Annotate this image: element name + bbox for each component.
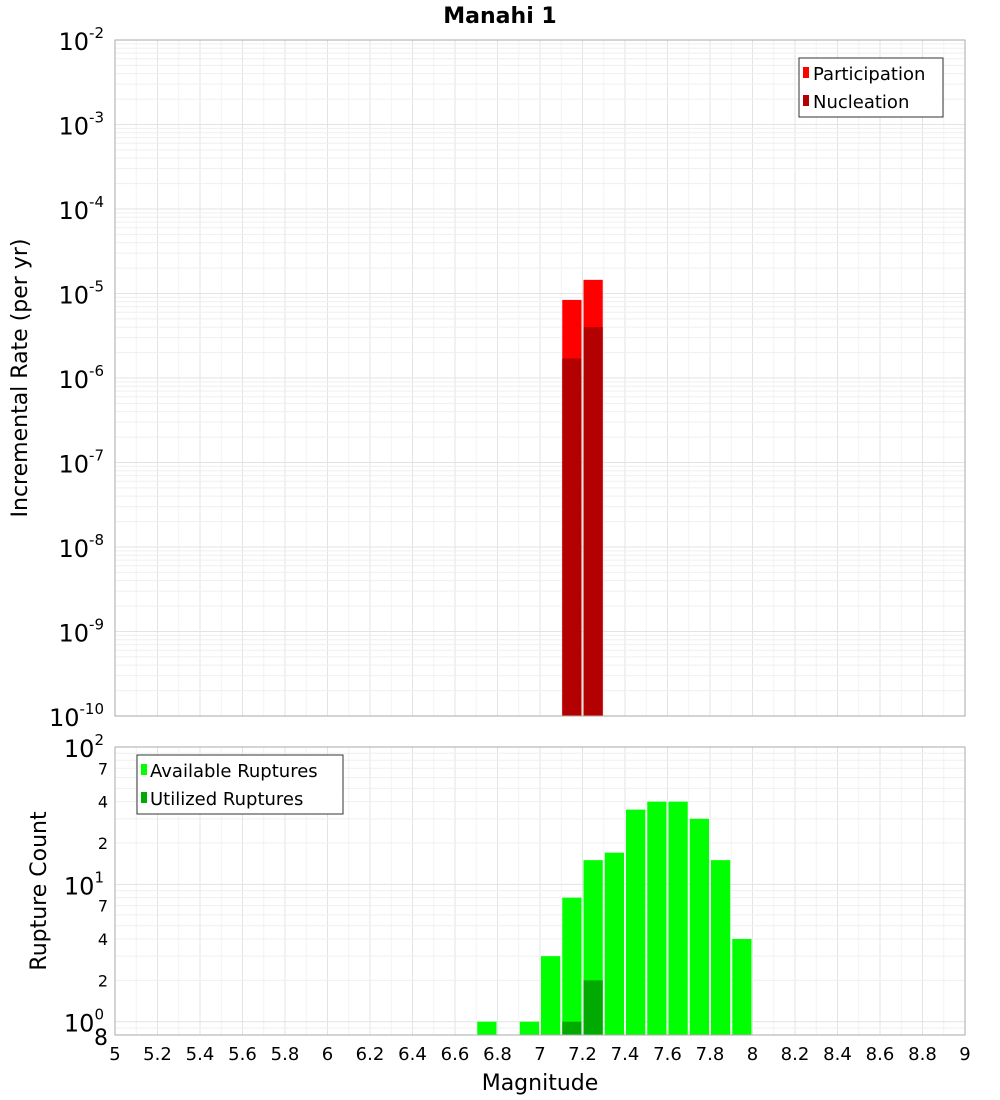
x-tick-label: 8.2 (781, 1044, 810, 1065)
y-tick-label-bottom-minor: 7 (98, 759, 108, 778)
bar-nucleation (583, 327, 603, 716)
y-tick-label-top: 10-5 (58, 278, 104, 310)
y-tick-label-top: 10-8 (58, 531, 104, 563)
y-tick-label-bottom-minor: 4 (98, 793, 108, 812)
y-tick-label-top: 10-3 (58, 109, 104, 141)
bar-available-ruptures (647, 801, 667, 1035)
y-tick-label-bottom-minor: 8 (94, 1026, 108, 1051)
plot-border-bottom (114, 746, 966, 1036)
legend-box (136, 754, 344, 815)
x-tick-label: 8 (747, 1044, 758, 1065)
y-tick-label-bottom-major: 102 (64, 731, 104, 763)
y-tick-label-top: 10-7 (58, 447, 104, 479)
plot-border-top (114, 39, 966, 717)
bar-utilized-ruptures (562, 1021, 582, 1035)
legend-label-utilized-ruptures: Utilized Ruptures (150, 789, 303, 810)
x-tick-label: 7.2 (568, 1044, 597, 1065)
y-tick-label-bottom-minor: 4 (98, 930, 108, 949)
x-tick-label: 6.6 (441, 1044, 470, 1065)
x-tick-label: 5 (109, 1044, 120, 1065)
x-tick-label: 7.8 (696, 1044, 725, 1065)
x-tick-label: 8.4 (823, 1044, 852, 1065)
y-tick-label-top: 10-2 (58, 24, 104, 56)
x-tick-label: 6.4 (398, 1044, 427, 1065)
bar-available-ruptures (668, 801, 688, 1035)
y-tick-label-bottom-minor: 2 (98, 971, 108, 990)
legend-swatch-participation (803, 67, 809, 78)
legend-swatch-utilized-ruptures (141, 792, 147, 803)
x-tick-label: 7.6 (653, 1044, 682, 1065)
x-tick-label: 7 (534, 1044, 545, 1065)
y-tick-label-bottom-minor: 2 (98, 834, 108, 853)
y-tick-label-top: 10-10 (49, 700, 104, 732)
y-tick-label-top: 10-6 (58, 362, 104, 394)
bar-available-ruptures (519, 1021, 539, 1035)
x-tick-label: 5.2 (143, 1044, 172, 1065)
x-tick-label: 7.4 (611, 1044, 640, 1065)
x-tick-label: 5.4 (186, 1044, 215, 1065)
x-tick-label: 6 (322, 1044, 333, 1065)
y-tick-label-bottom-major: 101 (64, 868, 104, 900)
bar-available-ruptures (626, 809, 646, 1035)
bar-available-ruptures (541, 956, 561, 1035)
legend-swatch-nucleation (803, 95, 809, 106)
bar-available-ruptures (711, 860, 731, 1035)
chart-title: Manahi 1 (443, 4, 556, 29)
bar-utilized-ruptures (583, 980, 603, 1035)
legend-label-available-ruptures: Available Ruptures (150, 761, 318, 782)
x-tick-label: 8.6 (866, 1044, 895, 1065)
x-tick-label: 5.8 (271, 1044, 300, 1065)
x-tick-label: 9 (959, 1044, 970, 1065)
bar-available-ruptures (604, 852, 624, 1035)
top-y-axis-label: Incremental Rate (per yr) (8, 239, 33, 518)
x-tick-label: 8.8 (908, 1044, 937, 1065)
bar-available-ruptures (689, 818, 709, 1035)
x-tick-label: 6.8 (483, 1044, 512, 1065)
bar-available-ruptures (562, 897, 582, 1035)
bar-available-ruptures (732, 939, 752, 1035)
legend-box (798, 57, 944, 118)
legend-top: Participation Nucleation (798, 57, 944, 118)
legend-label-participation: Participation (813, 64, 925, 85)
bar-available-ruptures (477, 1021, 497, 1035)
legend-label-nucleation: Nucleation (813, 92, 909, 113)
y-tick-label-bottom-major: 100 (64, 1006, 104, 1038)
x-tick-label: 5.6 (228, 1044, 257, 1065)
y-tick-label-top: 10-9 (58, 616, 104, 648)
bar-nucleation (562, 358, 582, 716)
x-tick-label: 6.2 (356, 1044, 385, 1065)
legend-swatch-available-ruptures (141, 764, 147, 775)
y-tick-label-top: 10-4 (58, 193, 104, 225)
legend-bottom: Available Ruptures Utilized Ruptures (136, 754, 344, 815)
bottom-y-axis-label: Rupture Count (27, 811, 52, 971)
x-axis-label: Magnitude (482, 1071, 599, 1096)
y-tick-label-bottom-minor: 7 (98, 897, 108, 916)
